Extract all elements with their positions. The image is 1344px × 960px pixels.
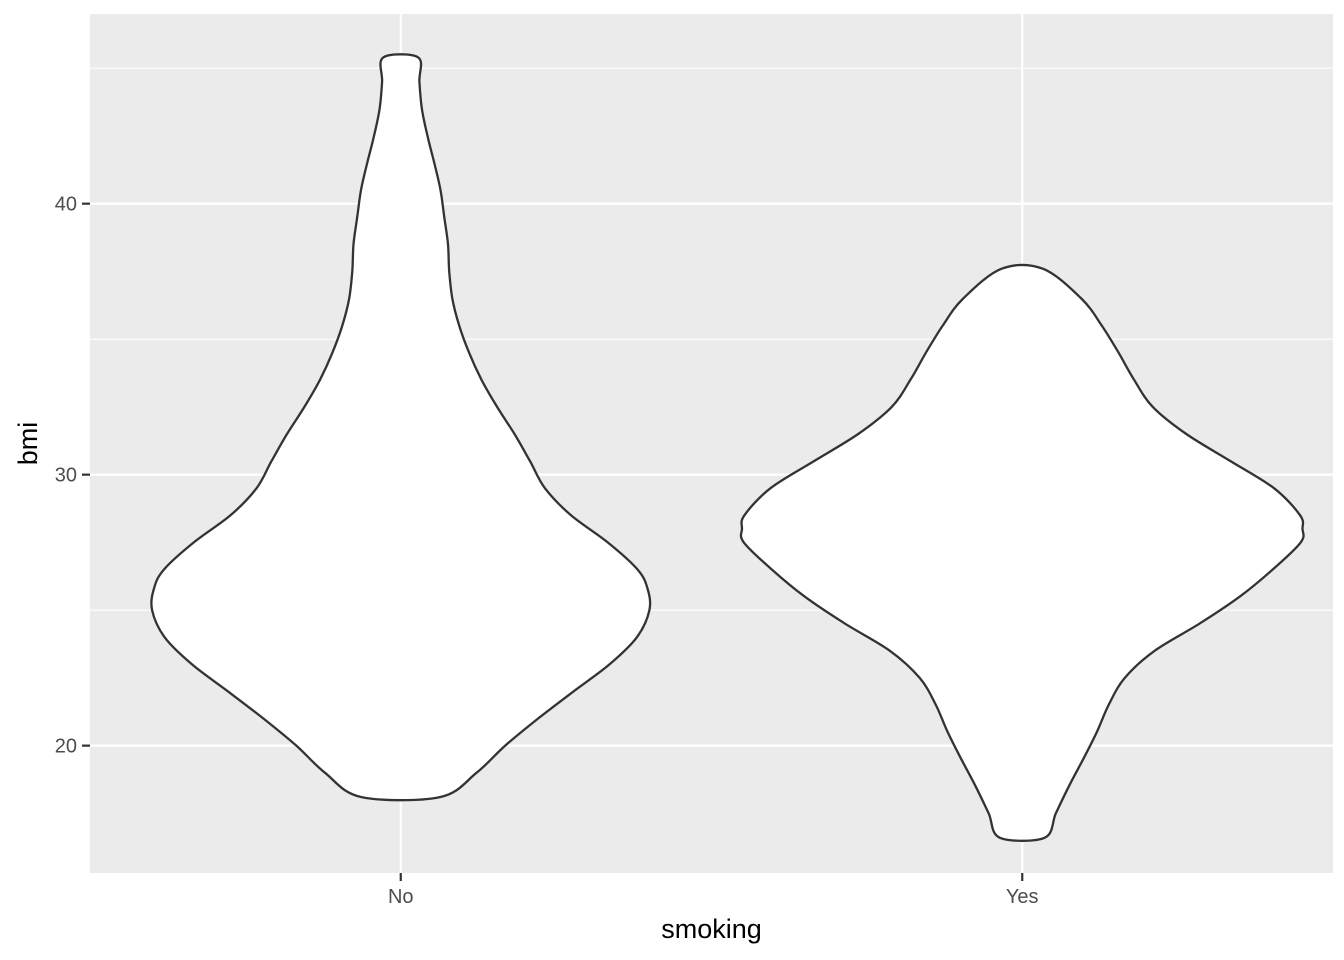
violin-yes xyxy=(739,263,1305,842)
y-tick-label: 20 xyxy=(55,736,77,758)
y-axis-title: bmi xyxy=(13,422,43,466)
x-tick-label: Yes xyxy=(1006,886,1039,908)
violins xyxy=(150,53,1305,842)
y-tick-label: 40 xyxy=(55,194,77,216)
x-axis-title: smoking xyxy=(661,914,762,944)
violin-no xyxy=(150,53,652,802)
y-tick-label: 30 xyxy=(55,465,77,487)
x-tick-label: No xyxy=(388,886,414,908)
axes: 20 30 40 No Yes xyxy=(55,194,1039,908)
